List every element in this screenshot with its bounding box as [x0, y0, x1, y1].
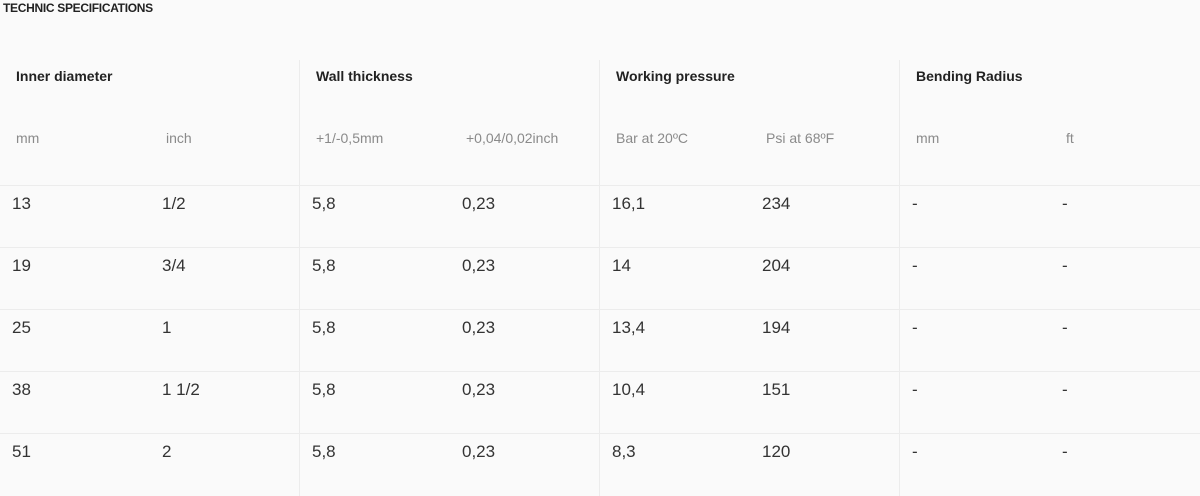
- cell-inner-inch: 3/4: [162, 256, 186, 275]
- cell-inner-mm: 13: [12, 194, 31, 213]
- sub-header-tolerance-inch: +0,04/0,02inch: [466, 130, 559, 146]
- cell-inner-mm: 19: [12, 256, 31, 275]
- group-title: Working pressure: [616, 68, 735, 84]
- column-divider: [299, 60, 300, 496]
- page-title: TECHNIC SPECIFICATIONS: [3, 1, 153, 15]
- cell-inner-inch: 2: [162, 442, 172, 461]
- cell-pressure-psi: 120: [762, 442, 791, 461]
- cell-wall-mm: 5,8: [312, 380, 336, 399]
- cell-pressure-bar: 10,4: [612, 380, 646, 399]
- group-title: Wall thickness: [316, 68, 413, 84]
- sub-header-mm: mm: [916, 130, 940, 146]
- column-divider: [599, 60, 600, 496]
- sub-header-mm: mm: [16, 130, 40, 146]
- table-row: 13 1/2 5,8 0,23 16,1 234 - -: [0, 185, 1200, 248]
- sub-header-psi: Psi at 68ºF: [766, 130, 835, 146]
- cell-pressure-bar: 13,4: [612, 318, 646, 337]
- cell-wall-mm: 5,8: [312, 256, 336, 275]
- header-bending-radius: Bending Radius mm ft: [900, 46, 1200, 186]
- cell-inner-mm: 25: [12, 318, 31, 337]
- cell-pressure-psi: 234: [762, 194, 791, 213]
- cell-bend-ft: -: [1062, 256, 1068, 275]
- sub-header-bar: Bar at 20ºC: [616, 130, 689, 146]
- cell-bend-mm: -: [912, 318, 918, 337]
- sub-header-tolerance-mm: +1/-0,5mm: [316, 130, 384, 146]
- table-row: 19 3/4 5,8 0,23 14 204 - -: [0, 247, 1200, 310]
- cell-wall-inch: 0,23: [462, 380, 496, 399]
- cell-bend-mm: -: [912, 256, 918, 275]
- sub-header-ft: ft: [1066, 130, 1074, 146]
- sub-header-inch: inch: [166, 130, 192, 146]
- cell-pressure-bar: 8,3: [612, 442, 636, 461]
- cell-pressure-psi: 151: [762, 380, 791, 399]
- group-title: Bending Radius: [916, 68, 1023, 84]
- group-title: Inner diameter: [16, 68, 113, 84]
- cell-wall-mm: 5,8: [312, 194, 336, 213]
- cell-wall-inch: 0,23: [462, 194, 496, 213]
- cell-pressure-psi: 194: [762, 318, 791, 337]
- cell-bend-ft: -: [1062, 318, 1068, 337]
- cell-wall-inch: 0,23: [462, 318, 496, 337]
- table-row: 38 1 1/2 5,8 0,23 10,4 151 - -: [0, 371, 1200, 434]
- cell-wall-mm: 5,8: [312, 442, 336, 461]
- cell-inner-mm: 38: [12, 380, 31, 399]
- cell-bend-ft: -: [1062, 380, 1068, 399]
- cell-pressure-psi: 204: [762, 256, 791, 275]
- column-divider: [899, 60, 900, 496]
- cell-wall-inch: 0,23: [462, 442, 496, 461]
- table-row: 51 2 5,8 0,23 8,3 120 - -: [0, 433, 1200, 496]
- cell-bend-mm: -: [912, 442, 918, 461]
- cell-inner-mm: 51: [12, 442, 31, 461]
- cell-pressure-bar: 16,1: [612, 194, 646, 213]
- cell-inner-inch: 1: [162, 318, 172, 337]
- cell-inner-inch: 1 1/2: [162, 380, 200, 399]
- cell-bend-mm: -: [912, 380, 918, 399]
- cell-inner-inch: 1/2: [162, 194, 186, 213]
- cell-wall-mm: 5,8: [312, 318, 336, 337]
- cell-bend-ft: -: [1062, 194, 1068, 213]
- cell-wall-inch: 0,23: [462, 256, 496, 275]
- cell-pressure-bar: 14: [612, 256, 631, 275]
- cell-bend-mm: -: [912, 194, 918, 213]
- table-row: 25 1 5,8 0,23 13,4 194 - -: [0, 309, 1200, 372]
- header-inner-diameter: Inner diameter mm inch: [0, 46, 300, 186]
- cell-bend-ft: -: [1062, 442, 1068, 461]
- header-working-pressure: Working pressure Bar at 20ºC Psi at 68ºF: [600, 46, 900, 186]
- header-wall-thickness: Wall thickness +1/-0,5mm +0,04/0,02inch: [300, 46, 600, 186]
